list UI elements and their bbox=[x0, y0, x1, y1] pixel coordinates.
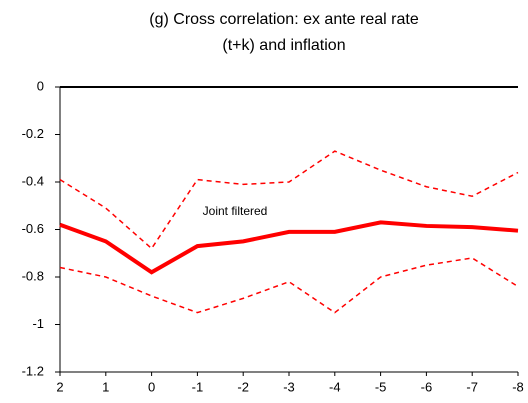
x-tick-label: -8 bbox=[512, 379, 524, 394]
x-tick-label: -5 bbox=[375, 379, 387, 394]
series-label: Joint filtered bbox=[203, 204, 268, 218]
y-tick-label: -1 bbox=[32, 316, 44, 331]
x-tick-label: -3 bbox=[283, 379, 295, 394]
series-line bbox=[59, 150, 519, 250]
x-tick-label: -4 bbox=[329, 379, 341, 394]
y-tick-label: -0.4 bbox=[22, 173, 44, 188]
x-tick-label: 0 bbox=[148, 379, 155, 394]
series-line bbox=[59, 257, 519, 314]
series-line bbox=[59, 220, 519, 275]
chart-title: (t+k) and inflation bbox=[222, 37, 345, 54]
y-tick-label: -1.2 bbox=[22, 363, 44, 378]
y-tick-label: 0 bbox=[37, 78, 44, 93]
x-tick-label: 1 bbox=[102, 379, 109, 394]
x-tick-label: 2 bbox=[56, 379, 63, 394]
y-tick-label: -0.6 bbox=[22, 221, 44, 236]
x-tick-label: -6 bbox=[421, 379, 433, 394]
y-tick-label: -0.8 bbox=[22, 268, 44, 283]
chart-title: (g) Cross correlation: ex ante real rate bbox=[149, 11, 419, 28]
x-tick-label: -1 bbox=[192, 379, 204, 394]
x-tick-label: -2 bbox=[237, 379, 249, 394]
x-tick-label: -7 bbox=[466, 379, 478, 394]
y-tick-label: -0.2 bbox=[22, 126, 44, 141]
